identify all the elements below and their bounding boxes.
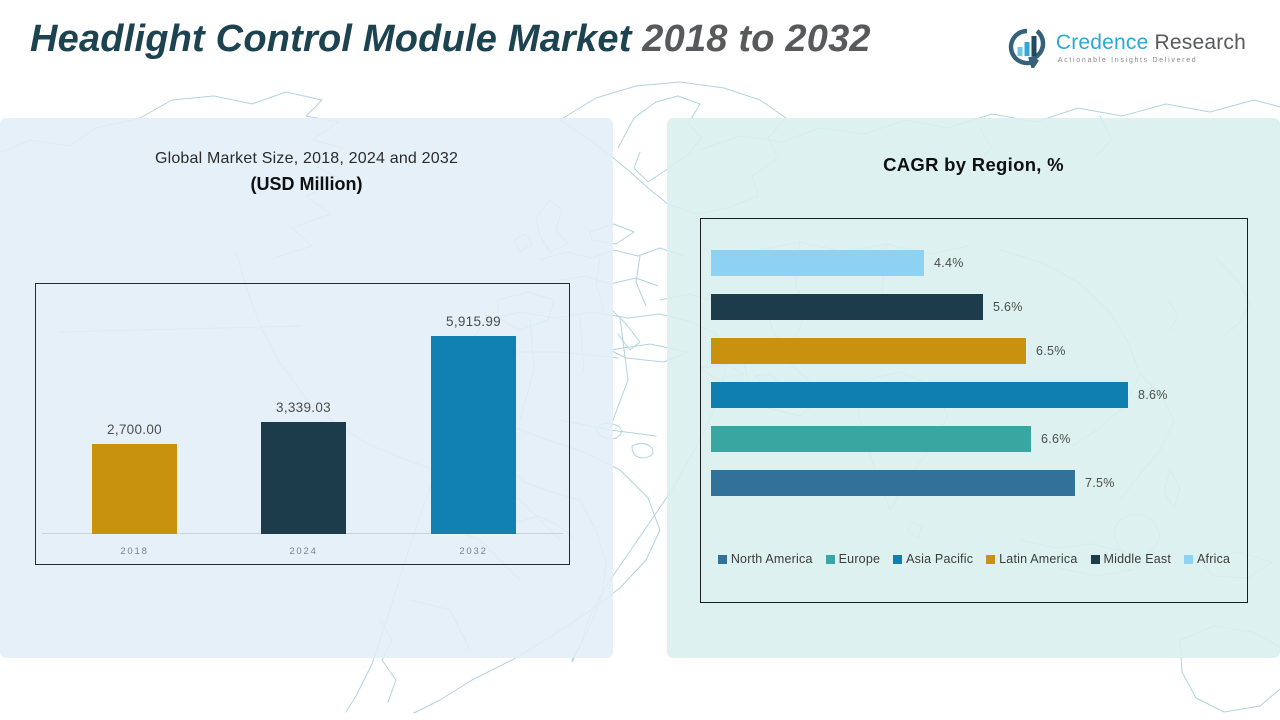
legend: North America Europe Asia Pacific Latin Ame… [701, 552, 1247, 566]
cagr-value-label: 4.4% [934, 256, 964, 270]
page-title-years: 2018 to 2032 [631, 18, 871, 60]
market-size-title-line1: Global Market Size, 2018, 2024 and 2032 [154, 150, 459, 167]
logo-tagline: Actionable Insights Delivered [1057, 56, 1198, 64]
cagr-bar-africa [711, 250, 924, 276]
logo-bar-chart-icon [1008, 28, 1046, 68]
cagr-panel: CAGR by Region, % 4.4% 5.6% 6.5% 8.6% 6.6% 7.… [667, 118, 1280, 658]
legend-item-africa: Africa [1184, 552, 1230, 566]
cagr-value-label: 8.6% [1138, 388, 1168, 402]
cagr-value-label: 6.5% [1036, 344, 1066, 358]
legend-label: Middle East [1103, 552, 1172, 566]
legend-item-latin-america: Latin America [986, 552, 1077, 566]
legend-label: Europe [838, 552, 881, 566]
market-size-chart: 2,700.00 2018 3,339.03 2024 5,915.99 2032 [35, 283, 570, 565]
cagr-value-label: 6.6% [1041, 432, 1071, 446]
bar-2032 [431, 336, 516, 534]
cagr-bar-north-america [711, 470, 1075, 496]
bar-value-label: 2,700.00 [107, 422, 162, 437]
cagr-chart-title: CAGR by Region, % [883, 154, 1064, 175]
legend-label: North America [730, 552, 813, 566]
credence-research-logo: Credence Research Actionable Insights De… [1006, 26, 1246, 68]
bar-value-label: 3,339.03 [276, 400, 331, 415]
legend-item-north-america: North America [717, 552, 813, 566]
market-size-panel: Global Market Size, 2018, 2024 and 2032 … [0, 118, 613, 658]
cagr-bar-middle-east [711, 294, 983, 320]
legend-label: Africa [1197, 552, 1231, 566]
x-axis-label: 2018 [120, 546, 149, 557]
legend-item-asia-pacific: Asia Pacific [893, 552, 973, 566]
bar-2024 [261, 422, 346, 534]
legend-swatch [1184, 554, 1194, 564]
x-axis-label: 2032 [459, 546, 488, 557]
legend-item-europe: Europe [825, 552, 881, 566]
cagr-bar-asia-pacific [711, 382, 1128, 408]
logo-text: Credence Research Actionable Insights De… [1056, 31, 1246, 64]
bar-2018 [92, 444, 177, 534]
cagr-value-label: 7.5% [1085, 476, 1115, 490]
legend-swatch [893, 554, 903, 564]
legend-label: Latin America [999, 552, 1078, 566]
logo-brand-research: Research [1148, 30, 1246, 54]
logo-brand: Credence Research [1056, 31, 1246, 55]
logo-brand-credence: Credence [1055, 30, 1149, 54]
page-title: Headlight Control Module Market 2018 to … [30, 18, 871, 61]
legend-swatch [986, 554, 996, 564]
legend-item-middle-east: Middle East [1090, 552, 1172, 566]
page-title-market: Headlight Control Module Market [30, 18, 632, 60]
bar-value-label: 5,915.99 [446, 314, 501, 329]
market-size-chart-title: Global Market Size, 2018, 2024 and 2032 … [0, 150, 613, 195]
legend-swatch [1090, 554, 1100, 564]
cagr-bar-europe [711, 426, 1031, 452]
cagr-chart: 4.4% 5.6% 6.5% 8.6% 6.6% 7.5% North America Eu… [700, 218, 1248, 603]
legend-swatch [717, 554, 727, 564]
cagr-value-label: 5.6% [993, 300, 1023, 314]
x-axis-label: 2024 [289, 546, 318, 557]
market-size-title-line2: (USD Million) [250, 174, 363, 194]
legend-label: Asia Pacific [906, 552, 974, 566]
legend-swatch [825, 554, 835, 564]
cagr-bar-latin-america [711, 338, 1026, 364]
